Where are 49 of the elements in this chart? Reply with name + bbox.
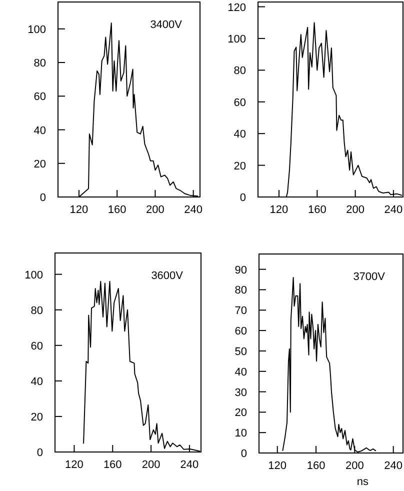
y-tick-label: 40 (234, 366, 247, 378)
y-tick-label: 20 (234, 407, 247, 420)
y-tick-label: 60 (34, 91, 46, 104)
x-axis-title: ns (356, 476, 369, 488)
y-tick-label: 60 (234, 326, 247, 338)
y-tick-label: 40 (34, 124, 46, 137)
y-tick-label: 90 (234, 264, 247, 276)
x-tick-label: 160 (308, 204, 326, 216)
y-tick-label: 0 (240, 448, 247, 460)
y-tick-label: 20 (234, 160, 246, 172)
x-tick-label: 120 (70, 204, 88, 216)
y-tick-label: 120 (228, 2, 246, 14)
x-tick-label: 120 (65, 459, 84, 471)
y-tick-label: 80 (30, 304, 43, 317)
x-tick-label: 120 (268, 460, 287, 472)
y-tick-label: 0 (40, 192, 46, 204)
y-tick-label: 0 (240, 192, 246, 204)
x-tick-label: 200 (146, 204, 164, 216)
y-tick-label: 80 (34, 58, 46, 70)
y-tick-label: 80 (234, 284, 247, 297)
text: 3600V (151, 270, 184, 282)
text: 3400V (150, 19, 183, 31)
y-tick-label: 70 (234, 305, 247, 318)
x-tick-label: 240 (384, 204, 403, 216)
x-tick-label: 200 (142, 459, 160, 471)
y-tick-label: 100 (228, 33, 246, 46)
y-tick-label: 20 (34, 158, 46, 170)
y-tick-label: 100 (24, 269, 43, 282)
y-tick-label: 40 (234, 128, 246, 141)
x-tick-label: 160 (103, 459, 122, 471)
y-tick-label: 40 (30, 376, 43, 388)
x-tick-label: 160 (108, 204, 126, 216)
y-tick-label: 30 (234, 386, 247, 399)
x-tick-label: 120 (270, 204, 288, 216)
y-tick-label: 80 (234, 65, 246, 78)
x-tick-label: 240 (184, 204, 203, 216)
x-tick-label: 160 (306, 460, 326, 472)
y-tick-label: 20 (30, 411, 43, 424)
x-tick-label: 240 (180, 459, 199, 471)
y-tick-label: 0 (36, 447, 43, 459)
x-tick-label: 200 (346, 204, 364, 216)
y-tick-label: 60 (30, 340, 43, 352)
y-tick-label: 50 (234, 346, 247, 358)
x-tick-label: 240 (384, 460, 403, 472)
x-tick-label: 200 (346, 460, 364, 472)
y-tick-label: 10 (234, 428, 247, 440)
y-tick-label: 100 (28, 24, 46, 36)
y-tick-label: 60 (234, 96, 246, 109)
text: 3700V (353, 271, 386, 283)
